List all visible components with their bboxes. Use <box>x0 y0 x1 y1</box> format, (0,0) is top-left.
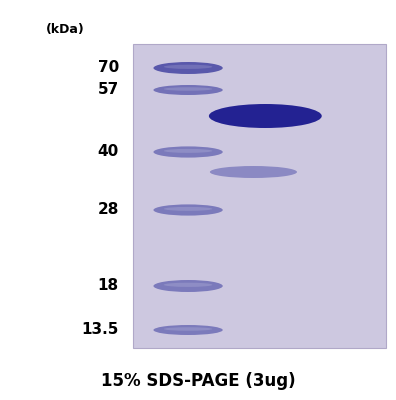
Ellipse shape <box>164 149 212 153</box>
Text: 57: 57 <box>97 82 119 98</box>
Bar <box>141 44 150 348</box>
Text: 40: 40 <box>97 144 119 160</box>
Bar <box>251 44 259 348</box>
Bar <box>352 44 361 348</box>
Bar <box>285 44 293 348</box>
Text: 70: 70 <box>97 60 119 76</box>
Ellipse shape <box>154 280 223 292</box>
Ellipse shape <box>164 327 212 331</box>
Ellipse shape <box>154 62 223 74</box>
Bar <box>226 44 234 348</box>
Bar <box>344 44 352 348</box>
Bar <box>361 44 369 348</box>
Text: (kDa): (kDa) <box>46 23 85 36</box>
Bar <box>175 44 183 348</box>
Bar <box>166 44 175 348</box>
Bar <box>217 44 226 348</box>
Bar <box>133 44 141 348</box>
Bar <box>302 44 310 348</box>
Bar <box>234 44 242 348</box>
Bar <box>150 44 158 348</box>
Bar <box>276 44 285 348</box>
Bar <box>158 44 166 348</box>
Bar <box>335 44 344 348</box>
Bar <box>369 44 378 348</box>
Bar <box>259 44 268 348</box>
Text: 13.5: 13.5 <box>82 322 119 338</box>
Bar <box>268 44 276 348</box>
Ellipse shape <box>154 85 223 95</box>
Text: 18: 18 <box>98 278 119 294</box>
Text: 28: 28 <box>97 202 119 218</box>
Bar <box>242 44 251 348</box>
Ellipse shape <box>164 283 212 287</box>
Bar <box>209 44 217 348</box>
Bar <box>192 44 200 348</box>
Ellipse shape <box>209 104 322 128</box>
Ellipse shape <box>154 146 223 158</box>
Bar <box>310 44 318 348</box>
Text: 15% SDS-PAGE (3ug): 15% SDS-PAGE (3ug) <box>101 372 295 390</box>
Bar <box>293 44 302 348</box>
Bar <box>327 44 335 348</box>
Bar <box>200 44 209 348</box>
Bar <box>378 44 386 348</box>
Bar <box>183 44 192 348</box>
Ellipse shape <box>210 166 297 178</box>
Ellipse shape <box>164 207 212 211</box>
Ellipse shape <box>154 204 223 216</box>
Ellipse shape <box>154 325 223 335</box>
FancyBboxPatch shape <box>133 44 386 348</box>
Ellipse shape <box>164 87 212 91</box>
Bar <box>318 44 327 348</box>
Ellipse shape <box>164 65 212 69</box>
